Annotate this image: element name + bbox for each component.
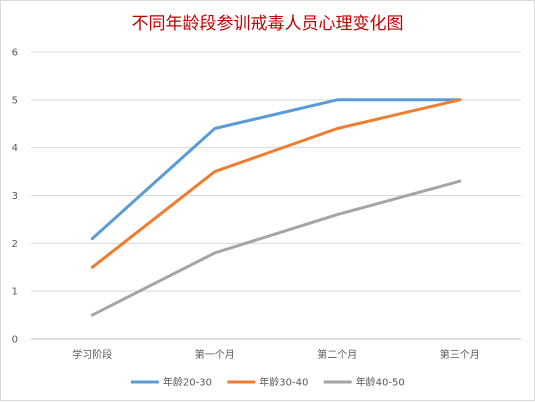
x-tick-label: 第三个月 <box>440 348 480 361</box>
legend-label-2: 年龄30-40 <box>259 376 308 389</box>
series-line-3 <box>90 179 462 317</box>
x-tick-label: 第一个月 <box>195 348 235 361</box>
y-tick-label: 0 <box>12 335 18 346</box>
legend-label-3: 年龄40-50 <box>356 376 405 389</box>
y-tick-label: 2 <box>12 239 18 250</box>
x-tick-label: 学习阶段 <box>72 348 112 361</box>
series-line-2 <box>90 98 462 269</box>
chart-title: 不同年龄段参训戒毒人员心理变化图 <box>131 14 404 34</box>
y-tick-label: 1 <box>12 287 18 298</box>
y-tick-label: 6 <box>12 48 18 59</box>
x-tick-label: 第二个月 <box>317 348 357 361</box>
y-tick-label: 5 <box>12 95 18 106</box>
y-tick-label: 4 <box>12 143 18 154</box>
series-line-1 <box>90 98 462 241</box>
y-tick-label: 3 <box>12 191 18 202</box>
legend-label-1: 年龄20-30 <box>163 376 212 389</box>
